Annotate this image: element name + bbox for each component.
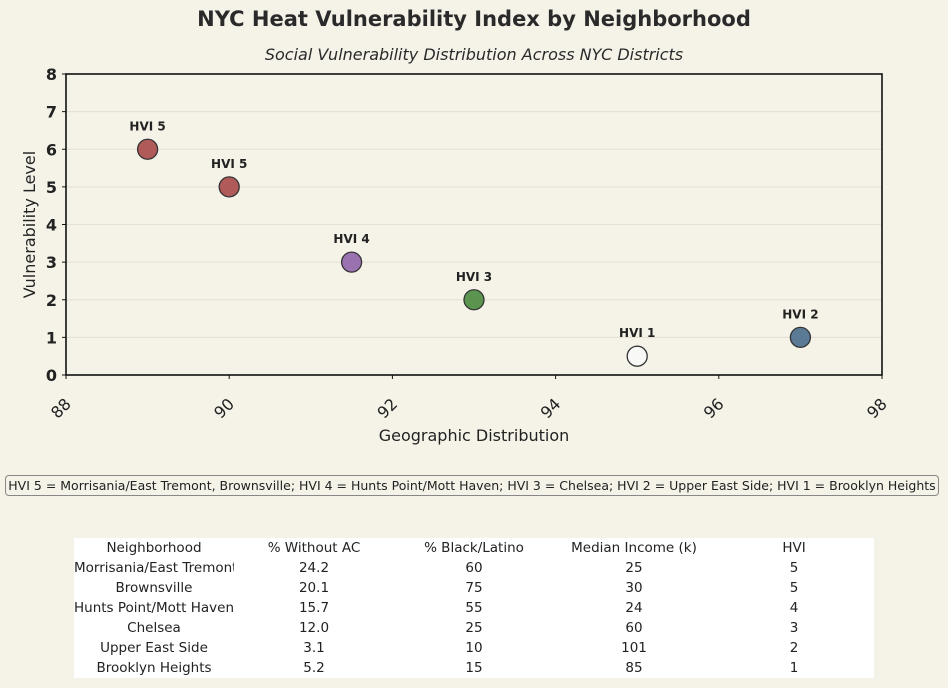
table-cell: 12.0 (298, 620, 330, 636)
table-cell: 55 (465, 600, 483, 616)
point-label: HVI 4 (333, 232, 369, 246)
y-tick-label: 1 (46, 328, 57, 347)
table-cell: 3.1 (303, 640, 325, 656)
x-tick-label: 90 (210, 394, 238, 422)
x-axis-label: Geographic Distribution (379, 426, 570, 445)
neighborhood-table: Neighborhood % Without AC % Black/Latino… (74, 538, 874, 678)
point-label: HVI 5 (211, 157, 247, 171)
chart-title: NYC Heat Vulnerability Index by Neighbor… (197, 7, 751, 31)
table-cell: 5.2 (303, 660, 325, 676)
x-tick-label: 96 (700, 394, 728, 422)
table-cell: 5 (789, 560, 799, 576)
table-cell: 3 (789, 620, 799, 636)
table-cell: 60 (465, 560, 483, 576)
y-tick-label: 3 (46, 253, 57, 272)
point-label: HVI 2 (782, 307, 818, 321)
scatter-point (136, 138, 159, 160)
table-cell: Morrisania/East Tremont (74, 560, 234, 576)
y-tick-label: 0 (46, 366, 57, 385)
table-cell: 24 (625, 600, 643, 616)
table-cell: 101 (621, 640, 647, 656)
table-row: Chelsea 12.0 25 60 3 (74, 618, 874, 638)
table-cell: 15 (465, 660, 483, 676)
x-tick-label: 88 (47, 394, 75, 422)
x-tick-label: 98 (863, 394, 891, 422)
table-cell: 20.1 (298, 580, 330, 596)
table-row: Hunts Point/Mott Haven 15.7 55 24 4 (74, 598, 874, 618)
chart-subtitle: Social Vulnerability Distribution Across… (264, 45, 684, 64)
scatter-point (789, 326, 812, 349)
table-cell: Chelsea (127, 620, 181, 636)
header-hvi: HVI (782, 540, 806, 556)
table-cell: 85 (625, 660, 643, 676)
y-tick-label: 4 (46, 216, 57, 235)
scatter-point (626, 345, 648, 367)
table-row: Morrisania/East Tremont 24.2 60 25 5 (74, 558, 874, 578)
x-tick-label: 94 (537, 394, 565, 422)
table-cell: 5 (789, 580, 799, 596)
header-without-ac: % Without AC (267, 540, 361, 556)
table-cell: 2 (789, 640, 799, 656)
point-label: HVI 1 (619, 326, 655, 340)
table-cell: Upper East Side (100, 640, 208, 656)
table-cell: 75 (465, 580, 483, 596)
hvi-legend-note: HVI 5 = Morrisania/East Tremont, Brownsv… (5, 475, 939, 496)
point-label: HVI 3 (456, 270, 492, 284)
table-cell: 1 (789, 660, 799, 676)
table-row: Upper East Side 3.1 10 101 2 (74, 638, 874, 658)
y-tick-label: 8 (46, 65, 57, 84)
table-cell: 24.2 (298, 560, 330, 576)
header-black-latino: % Black/Latino (424, 540, 524, 556)
table-cell: Brooklyn Heights (96, 660, 212, 676)
y-tick-label: 2 (46, 291, 57, 310)
y-tick-label: 7 (46, 103, 57, 122)
scatter-point (340, 251, 363, 273)
header-median-income: Median Income (k) (571, 540, 697, 556)
scatter-point (463, 289, 485, 311)
header-neighborhood: Neighborhood (106, 540, 202, 556)
table-row: Brownsville 20.1 75 30 5 (74, 578, 874, 598)
table-cell: 15.7 (298, 600, 330, 616)
table-cell: 4 (789, 600, 799, 616)
table-cell: 25 (625, 560, 643, 576)
x-tick-label: 92 (373, 394, 401, 422)
y-tick-label: 6 (46, 140, 57, 159)
table-row: Brooklyn Heights 5.2 15 85 1 (74, 658, 874, 678)
y-tick-label: 5 (46, 178, 57, 197)
table-cell: 10 (465, 640, 483, 656)
table-cell: 25 (465, 620, 483, 636)
table-cell: Hunts Point/Mott Haven (74, 600, 234, 616)
scatter-point (218, 176, 240, 198)
point-label: HVI 5 (129, 119, 165, 133)
table-cell: 30 (625, 580, 643, 596)
table-cell: 60 (625, 620, 643, 636)
y-axis-label: Vulnerability Level (20, 151, 39, 298)
table-header-row: Neighborhood % Without AC % Black/Latino… (74, 538, 874, 558)
table-cell: Brownsville (115, 580, 193, 596)
